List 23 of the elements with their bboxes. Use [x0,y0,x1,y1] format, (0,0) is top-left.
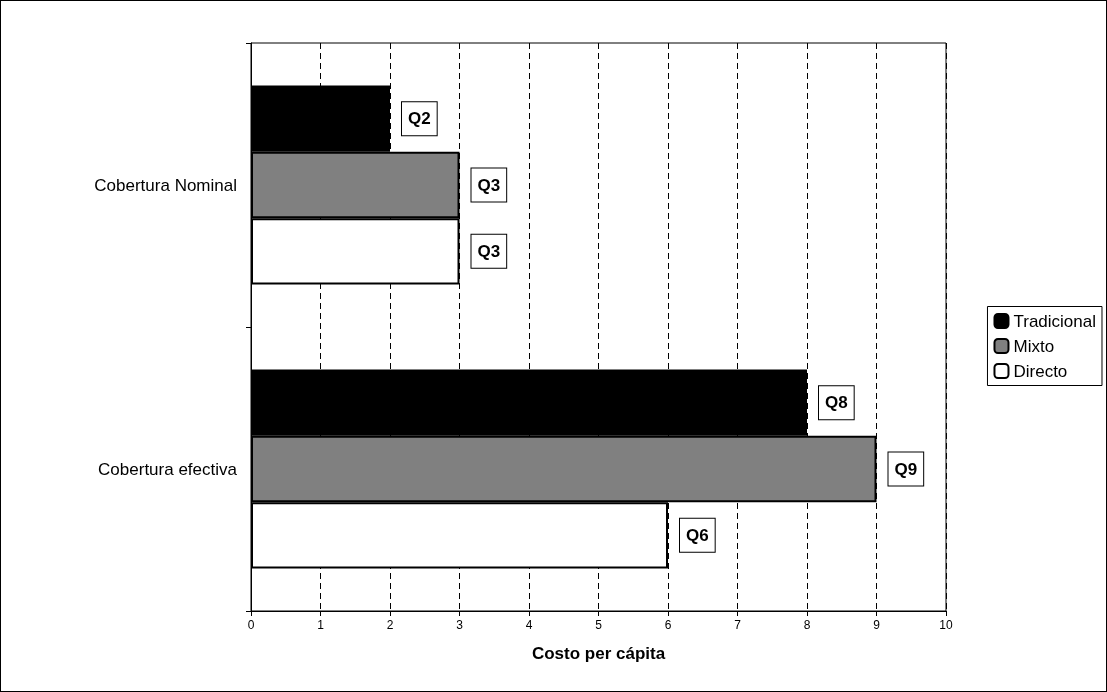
x-tick-label: 1 [317,618,325,632]
legend-label: Tradicional [1013,311,1097,331]
x-tick-label: 5 [595,618,603,632]
x-tick-label: 8 [803,618,811,632]
x-tick-label: 2 [386,618,394,632]
data-label: Q6 [686,525,709,545]
x-tick-label: 3 [456,618,464,632]
legend-label: Mixto [1013,336,1055,356]
x-tick-label: 7 [734,618,742,632]
x-tick-label: 4 [525,618,533,632]
x-axis-title: Costo per cápita [531,644,666,663]
x-tick-label: 9 [873,618,881,632]
data-label: Q8 [825,393,848,413]
y-tick-label: Cobertura efectiva [98,459,238,479]
data-label: Q9 [894,459,918,479]
data-label: Q3 [477,175,501,195]
legend-label: Directo [1013,361,1068,381]
x-tick-label: 10 [939,618,953,632]
data-label: Q2 [408,109,431,129]
data-label: Q3 [477,241,501,261]
y-tick-label: Cobertura Nominal [94,175,237,195]
x-tick-label: 6 [664,618,672,632]
x-tick-label: 0 [247,618,255,632]
